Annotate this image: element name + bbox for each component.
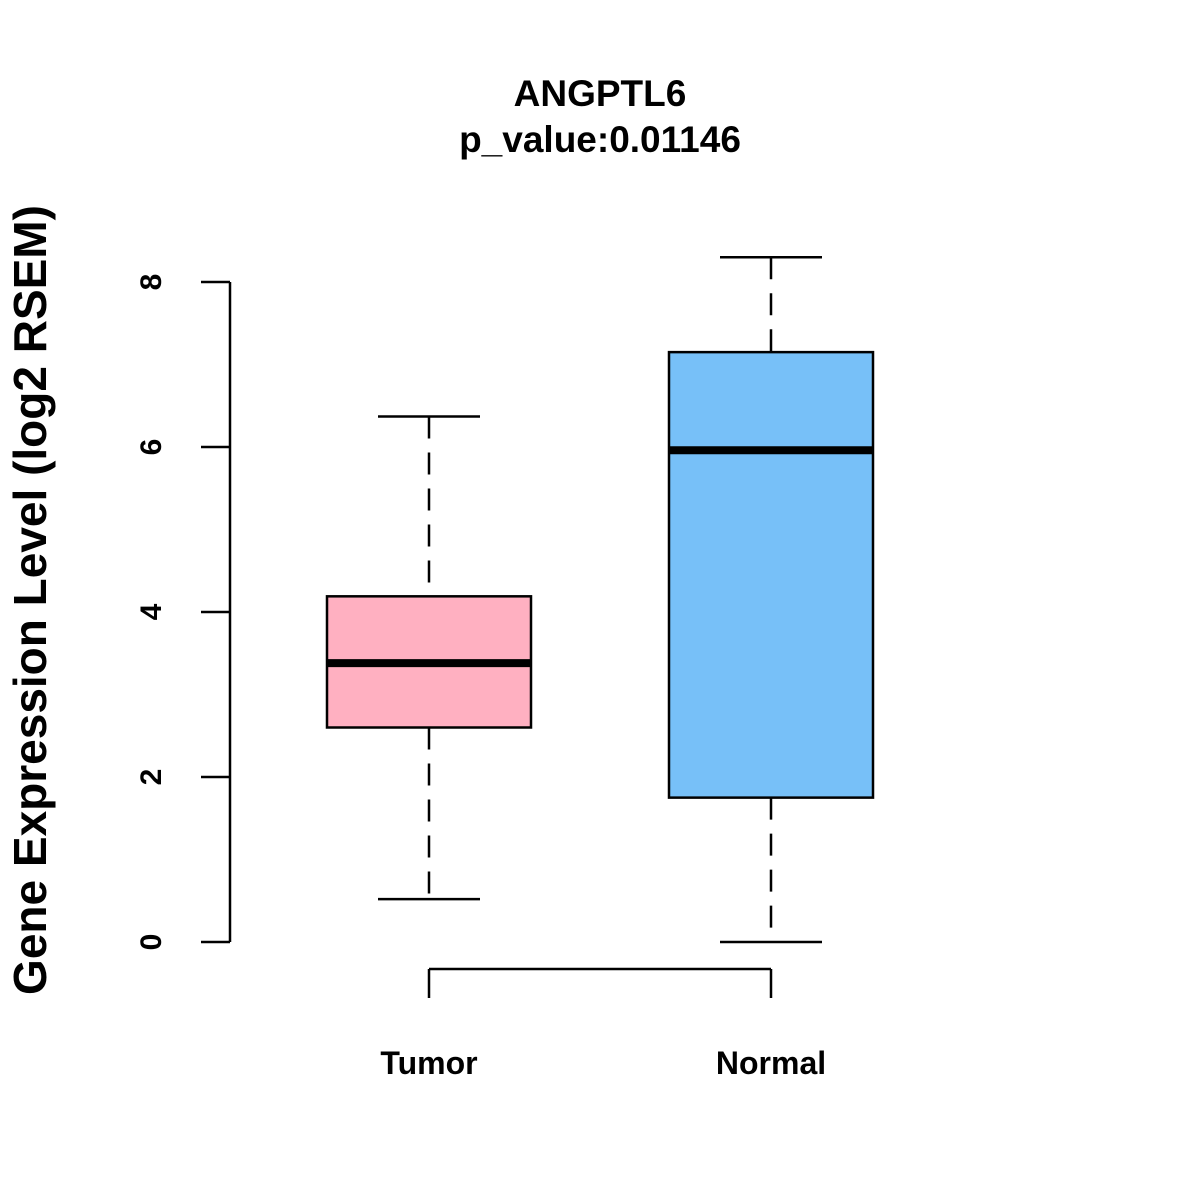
boxes-group <box>325 256 875 944</box>
y-tick-label-0: 0 <box>135 934 168 951</box>
y-axis: 0 2 4 6 8 <box>135 274 232 951</box>
chart-subtitle: p_value:0.01146 <box>459 119 741 160</box>
x-tick-label-tumor: Tumor <box>380 1045 477 1081</box>
x-axis: Tumor Normal <box>380 967 826 1081</box>
y-tick-label-1: 2 <box>135 769 168 786</box>
x-tick-label-normal: Normal <box>716 1045 826 1081</box>
chart-title: ANGPTL6 <box>514 73 687 114</box>
y-tick-label-2: 4 <box>135 603 168 620</box>
iqr-box-1 <box>667 350 875 799</box>
y-tick-label-3: 6 <box>135 439 168 456</box>
box-normal <box>667 256 875 944</box>
y-tick-label-4: 8 <box>135 274 168 291</box>
box-tumor <box>325 415 533 901</box>
y-axis-label: Gene Expression Level (log2 RSEM) <box>4 205 56 995</box>
